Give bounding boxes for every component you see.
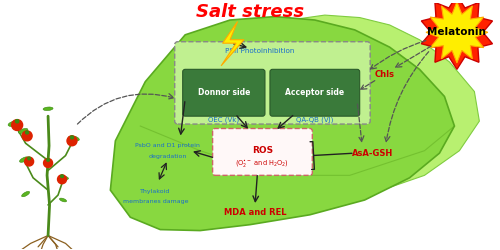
Circle shape [67, 136, 77, 146]
FancyBboxPatch shape [182, 69, 265, 116]
Text: Thylakoid: Thylakoid [140, 188, 170, 194]
Ellipse shape [60, 176, 68, 180]
Text: ROS: ROS [252, 146, 273, 155]
Circle shape [12, 120, 22, 130]
Text: membranes damage: membranes damage [122, 199, 188, 204]
Text: Donnor side: Donnor side [198, 88, 250, 97]
Text: QA-QB (VJ): QA-QB (VJ) [296, 116, 334, 123]
Text: Melatonin: Melatonin [428, 27, 486, 37]
Circle shape [70, 136, 74, 139]
Text: Acceptor side: Acceptor side [286, 88, 344, 97]
Text: Salt stress: Salt stress [196, 3, 304, 21]
Ellipse shape [8, 121, 20, 126]
Ellipse shape [20, 157, 28, 162]
Ellipse shape [60, 198, 66, 202]
Polygon shape [426, 2, 488, 63]
Circle shape [58, 175, 66, 184]
Polygon shape [190, 15, 480, 202]
Text: Chls: Chls [374, 70, 394, 79]
Text: AsA-GSH: AsA-GSH [352, 149, 393, 158]
FancyBboxPatch shape [212, 128, 312, 175]
Text: PSII Photoinhibition: PSII Photoinhibition [226, 48, 294, 54]
Ellipse shape [43, 107, 53, 110]
Ellipse shape [22, 192, 30, 197]
Text: PsbO and D1 protein: PsbO and D1 protein [136, 143, 200, 148]
Text: MDA and REL: MDA and REL [224, 208, 286, 217]
FancyBboxPatch shape [270, 69, 360, 116]
Circle shape [16, 120, 19, 123]
Circle shape [60, 175, 64, 178]
Circle shape [24, 157, 34, 166]
Polygon shape [110, 16, 454, 231]
Circle shape [26, 131, 29, 134]
Text: OEC (Vk): OEC (Vk) [208, 116, 240, 123]
Circle shape [22, 131, 32, 141]
Ellipse shape [68, 136, 80, 141]
Text: degradation: degradation [148, 154, 187, 159]
Text: (O$_2^{\bullet-}$ and H$_2$O$_2$): (O$_2^{\bullet-}$ and H$_2$O$_2$) [236, 158, 290, 170]
Polygon shape [422, 0, 492, 69]
Circle shape [46, 158, 50, 161]
Circle shape [44, 158, 52, 168]
Circle shape [28, 157, 30, 160]
FancyBboxPatch shape [174, 42, 370, 124]
Polygon shape [221, 22, 244, 66]
Ellipse shape [18, 128, 28, 134]
